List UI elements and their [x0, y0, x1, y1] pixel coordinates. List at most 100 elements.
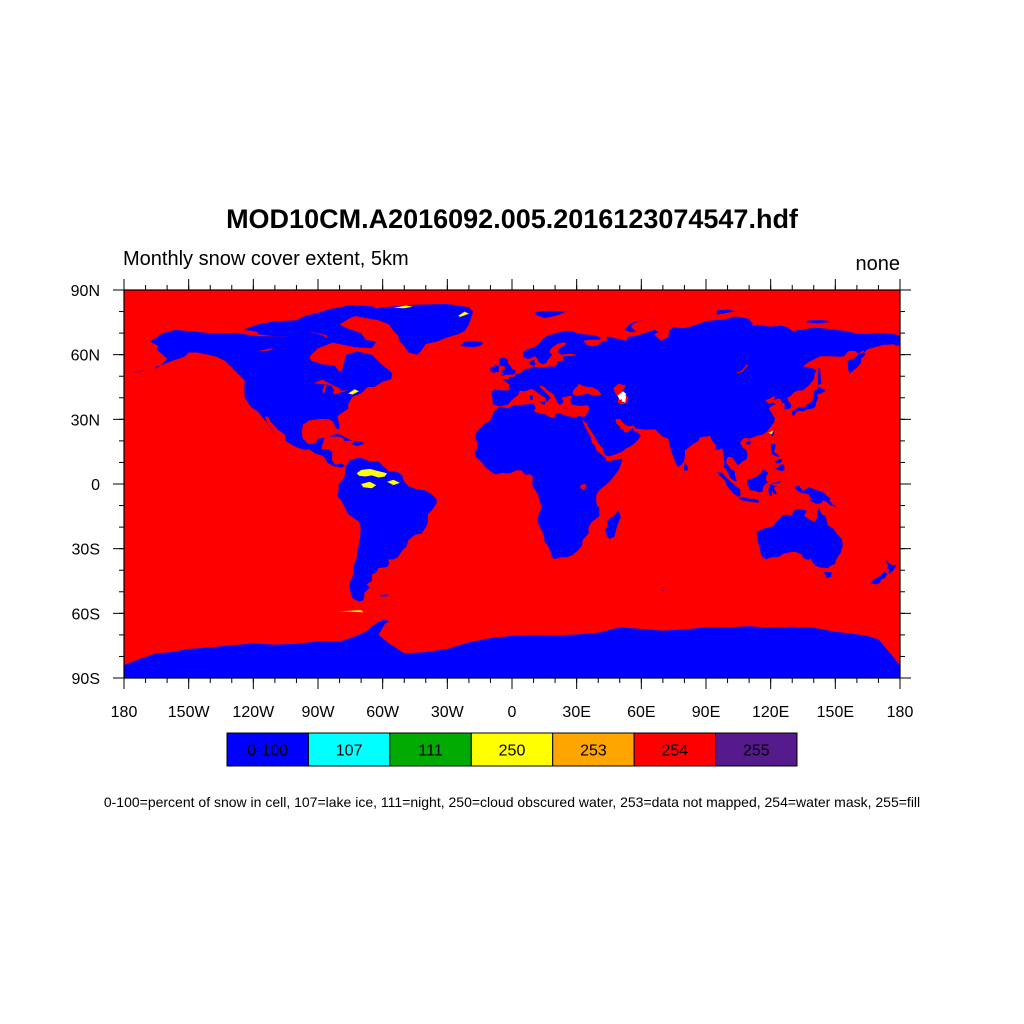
y-tick-label: 0 — [91, 477, 100, 494]
legend-swatch-254 — [633, 732, 717, 767]
legend-footnote: 0-100=percent of snow in cell, 107=lake … — [104, 794, 920, 810]
land-crete — [562, 407, 569, 409]
land-new-guinea — [794, 485, 837, 507]
land-borneo — [747, 469, 769, 493]
page-title: MOD10CM.A2016092.005.2016123074547.hdf — [226, 204, 799, 234]
map-subtitle: Monthly snow cover extent, 5km — [123, 248, 409, 270]
x-tick-label: 60E — [627, 704, 655, 721]
y-tick-label: 60N — [71, 348, 100, 365]
axis-ticks: 180 150W 120W 90W 60W 30W 0 30E 60E 90E 120E 150E 18… — [71, 279, 914, 721]
legend-swatch-107 — [307, 732, 391, 767]
land-antarctic-peninsula-tip — [378, 619, 390, 625]
land-sulawesi — [768, 480, 782, 497]
land-new-siberian — [805, 320, 831, 324]
land-madagascar — [605, 509, 621, 539]
land-kerguelen — [660, 589, 664, 592]
legend-label: 254 — [662, 743, 689, 760]
patch-250-3 — [393, 305, 413, 309]
patch-250-7 — [339, 610, 364, 613]
land-falklands — [379, 594, 388, 597]
water-baikal — [736, 364, 749, 374]
legend-label: 107 — [336, 743, 363, 760]
x-tick-label: 180 — [111, 704, 138, 721]
x-tick-label: 30E — [562, 704, 590, 721]
land-canadian-archipelago — [242, 305, 379, 349]
land-ireland — [490, 364, 500, 373]
water-hudson-bay — [309, 346, 346, 372]
land-aleutian-1 — [132, 370, 146, 373]
land-philippines-luzon — [770, 444, 780, 458]
land-victoria-island — [257, 326, 295, 337]
y-tick-label: 60S — [72, 606, 100, 623]
land-hainan — [746, 440, 752, 445]
land-newfoundland — [384, 373, 393, 382]
land-severnaya-zemlya — [716, 309, 737, 315]
x-tick-label: 90W — [302, 704, 336, 721]
y-tick-label: 90S — [72, 671, 100, 688]
land-hispaniola — [351, 441, 365, 447]
x-tick-label: 180 — [887, 704, 914, 721]
legend-label: 250 — [499, 743, 526, 760]
map-units-label: none — [856, 253, 901, 275]
land-wrangel — [896, 329, 900, 332]
legend-label: 255 — [743, 743, 770, 760]
legend-swatch-250 — [470, 732, 554, 767]
patch-250-6 — [768, 430, 774, 435]
land-eurasia — [491, 316, 900, 482]
land-australia — [756, 507, 843, 569]
land-sakhalin — [817, 367, 822, 385]
patch-250-0 — [356, 468, 387, 478]
land-south-america — [337, 457, 437, 602]
water-black-sea-fill — [572, 383, 602, 396]
patch-250-4 — [458, 311, 469, 317]
feature-layer — [257, 305, 774, 613]
land-japan — [791, 394, 819, 417]
patch-250-5 — [348, 389, 359, 395]
patch-107-9 — [621, 395, 627, 403]
patch-250-2 — [387, 479, 400, 486]
land-philippines-mindanao — [775, 464, 785, 472]
x-tick-label: 0 — [508, 704, 517, 721]
legend-swatch-111 — [389, 732, 472, 767]
water-victoria-lake — [580, 483, 587, 490]
legend-bar: 0-100 107 111 250 253 254 255 — [226, 732, 798, 767]
water-red-sea-fill — [582, 419, 606, 458]
land-greenland — [354, 304, 474, 355]
water-great-lakes — [313, 379, 349, 395]
water-persian-gulf-fill — [615, 418, 634, 433]
water-great-slave-bear — [257, 348, 274, 352]
patch-250-1 — [361, 481, 377, 489]
y-tick-label: 30S — [72, 542, 100, 559]
land-new-zealand-north — [884, 558, 897, 574]
land-aleutian-2 — [154, 366, 161, 369]
plot-area — [124, 290, 900, 678]
legend-label: 253 — [580, 743, 607, 760]
land-africa — [474, 403, 623, 559]
x-tick-label: 30W — [431, 704, 465, 721]
land-sumatra — [717, 471, 741, 497]
land-java — [738, 496, 759, 503]
land-svalbard — [535, 310, 566, 318]
land-cuba — [329, 434, 353, 442]
land-novaya-zemlya — [624, 318, 659, 332]
land-philippines-visayas — [775, 458, 783, 464]
land-iceland — [460, 340, 483, 348]
x-tick-label: 90E — [692, 704, 720, 721]
legend-swatch-255 — [715, 732, 798, 767]
x-tick-label: 120W — [232, 704, 275, 721]
land-north-america — [149, 329, 392, 468]
land-hokkaido — [813, 386, 826, 395]
x-tick-label: 60W — [366, 704, 400, 721]
land-layer — [124, 304, 900, 678]
land-sardinia — [529, 395, 533, 400]
land-antarctica — [124, 620, 900, 678]
x-tick-label: 120E — [752, 704, 789, 721]
legend-label: 111 — [418, 743, 442, 760]
legend-swatch-253 — [552, 732, 635, 767]
land-sri-lanka — [684, 462, 689, 471]
land-tasmania — [823, 571, 832, 578]
legend-label: 0-100 — [247, 743, 288, 760]
water-mediterranean-east-fill — [571, 404, 590, 417]
land-great-britain — [498, 357, 516, 376]
x-tick-label: 150W — [168, 704, 211, 721]
